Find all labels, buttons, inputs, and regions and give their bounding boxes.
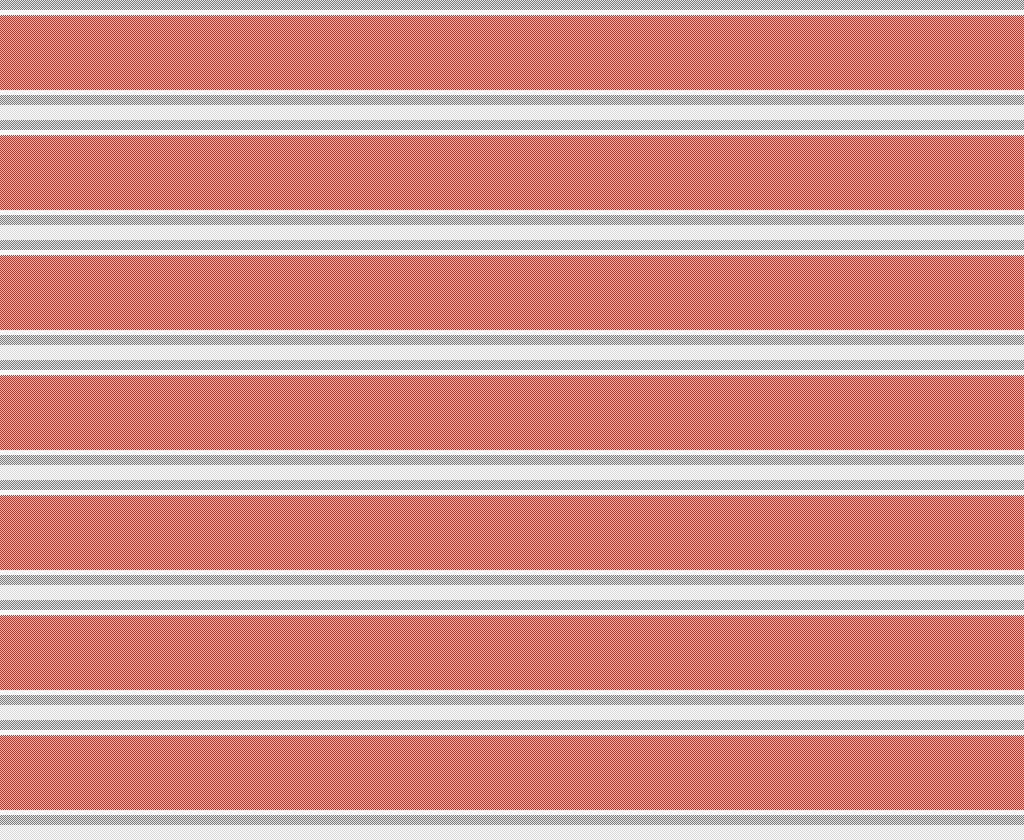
red-stripe [0, 255, 1024, 330]
white-stripe [0, 490, 1024, 495]
white-stripe [0, 330, 1024, 335]
white-stripe [0, 690, 1024, 695]
red-stripe [0, 135, 1024, 210]
light-stripe [0, 585, 1024, 600]
light-stripe [0, 705, 1024, 720]
white-stripe [0, 370, 1024, 375]
gray-stripe [0, 215, 1024, 225]
white-stripe [0, 730, 1024, 735]
white-stripe [0, 210, 1024, 215]
gray-stripe [0, 815, 1024, 825]
gray-stripe [0, 480, 1024, 490]
red-stripe [0, 615, 1024, 690]
white-stripe [0, 90, 1024, 95]
gray-stripe [0, 0, 1024, 10]
red-stripe [0, 495, 1024, 570]
white-stripe [0, 10, 1024, 15]
gray-stripe [0, 360, 1024, 370]
red-stripe [0, 735, 1024, 810]
light-stripe [0, 105, 1024, 120]
gray-stripe [0, 600, 1024, 610]
red-stripe [0, 375, 1024, 450]
gray-stripe [0, 455, 1024, 465]
white-stripe [0, 610, 1024, 615]
gray-stripe [0, 720, 1024, 730]
gray-stripe [0, 335, 1024, 345]
light-stripe [0, 825, 1024, 840]
white-stripe [0, 130, 1024, 135]
gray-stripe [0, 120, 1024, 130]
light-stripe [0, 465, 1024, 480]
light-stripe [0, 225, 1024, 240]
red-stripe [0, 15, 1024, 90]
gray-stripe [0, 695, 1024, 705]
white-stripe [0, 570, 1024, 575]
white-stripe [0, 250, 1024, 255]
gray-stripe [0, 95, 1024, 105]
gray-stripe [0, 240, 1024, 250]
light-stripe [0, 345, 1024, 360]
white-stripe [0, 450, 1024, 455]
gray-stripe [0, 575, 1024, 585]
